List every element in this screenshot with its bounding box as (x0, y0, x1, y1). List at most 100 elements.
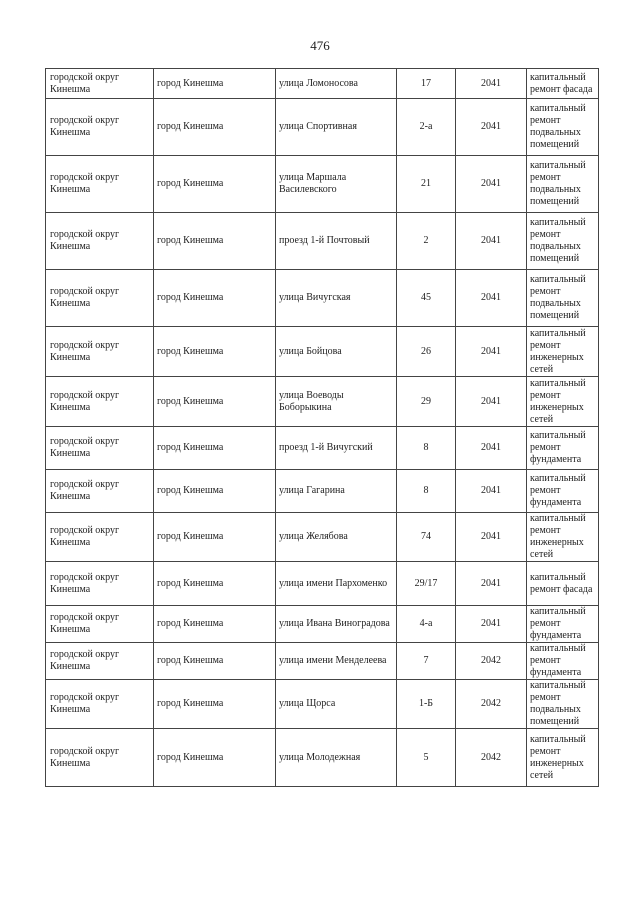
cell-year: 2041 (455, 326, 527, 377)
cell-district: городской округ Кинешма (45, 728, 154, 787)
cell-street: улица Молодежная (275, 728, 397, 787)
table-row: городской округ Кинешма город Кинешма улиц… (45, 269, 599, 327)
cell-work: капитальный ремонт подвальных помещений (526, 155, 599, 213)
cell-city: город Кинешма (153, 98, 276, 156)
cell-work: капитальный ремонт фасада (526, 561, 599, 606)
cell-city: город Кинешма (153, 376, 276, 427)
cell-city: город Кинешма (153, 155, 276, 213)
cell-work: капитальный ремонт подвальных помещений (526, 98, 599, 156)
table-row: городской округ Кинешма город Кинешма улиц… (45, 512, 599, 562)
cell-street: улица Спортивная (275, 98, 397, 156)
cell-district: городской округ Кинешма (45, 512, 154, 562)
cell-work: капитальный ремонт инженерных сетей (526, 376, 599, 427)
cell-street: улица Щорса (275, 679, 397, 729)
cell-city: город Кинешма (153, 561, 276, 606)
cell-house: 4-а (396, 605, 456, 643)
table-row: городской округ Кинешма город Кинешма улиц… (45, 68, 599, 99)
cell-district: городской округ Кинешма (45, 642, 154, 680)
cell-city: город Кинешма (153, 679, 276, 729)
cell-house: 29/17 (396, 561, 456, 606)
table-row: городской округ Кинешма город Кинешма улиц… (45, 376, 599, 427)
cell-city: город Кинешма (153, 642, 276, 680)
cell-year: 2041 (455, 269, 527, 327)
cell-house: 8 (396, 469, 456, 513)
cell-city: город Кинешма (153, 269, 276, 327)
cell-district: городской округ Кинешма (45, 155, 154, 213)
cell-year: 2041 (455, 68, 527, 99)
cell-year: 2041 (455, 212, 527, 270)
cell-street: улица Ломоносова (275, 68, 397, 99)
cell-house: 74 (396, 512, 456, 562)
cell-house: 2-а (396, 98, 456, 156)
cell-street: улица Гагарина (275, 469, 397, 513)
cell-street: улица Ивана Виноградова (275, 605, 397, 643)
table-body: городской округ Кинешма город Кинешма улиц… (45, 68, 599, 787)
cell-city: город Кинешма (153, 469, 276, 513)
table-row: городской округ Кинешма город Кинешма улиц… (45, 642, 599, 680)
cell-district: городской округ Кинешма (45, 68, 154, 99)
cell-work: капитальный ремонт фундамента (526, 426, 599, 470)
cell-city: город Кинешма (153, 728, 276, 787)
cell-street: улица Вичугская (275, 269, 397, 327)
cell-year: 2041 (455, 561, 527, 606)
cell-year: 2042 (455, 728, 527, 787)
table-row: городской округ Кинешма город Кинешма улиц… (45, 561, 599, 606)
cell-work: капитальный ремонт фасада (526, 68, 599, 99)
cell-house: 45 (396, 269, 456, 327)
cell-house: 21 (396, 155, 456, 213)
table-row: городской округ Кинешма город Кинешма прое… (45, 212, 599, 270)
cell-district: городской округ Кинешма (45, 426, 154, 470)
cell-house: 29 (396, 376, 456, 427)
cell-street: улица Бойцова (275, 326, 397, 377)
cell-district: городской округ Кинешма (45, 269, 154, 327)
cell-house: 5 (396, 728, 456, 787)
cell-year: 2042 (455, 679, 527, 729)
table-row: городской округ Кинешма город Кинешма улиц… (45, 605, 599, 643)
cell-work: капитальный ремонт инженерных сетей (526, 326, 599, 377)
cell-district: городской округ Кинешма (45, 326, 154, 377)
table-row: городской округ Кинешма город Кинешма улиц… (45, 679, 599, 729)
cell-city: город Кинешма (153, 212, 276, 270)
cell-year: 2041 (455, 155, 527, 213)
cell-district: городской округ Кинешма (45, 376, 154, 427)
cell-street: улица имени Менделеева (275, 642, 397, 680)
cell-street: проезд 1-й Вичугский (275, 426, 397, 470)
cell-street: улица Воеводы Боборыкина (275, 376, 397, 427)
cell-work: капитальный ремонт подвальных помещений (526, 269, 599, 327)
cell-district: городской округ Кинешма (45, 605, 154, 643)
page-number: 476 (310, 38, 330, 53)
cell-work: капитальный ремонт подвальных помещений (526, 212, 599, 270)
cell-year: 2041 (455, 605, 527, 643)
cell-street: проезд 1-й Почтовый (275, 212, 397, 270)
cell-district: городской округ Кинешма (45, 469, 154, 513)
cell-city: город Кинешма (153, 68, 276, 99)
cell-district: городской округ Кинешма (45, 679, 154, 729)
cell-house: 17 (396, 68, 456, 99)
cell-work: капитальный ремонт фундамента (526, 469, 599, 513)
cell-year: 2041 (455, 469, 527, 513)
table-row: городской округ Кинешма город Кинешма улиц… (45, 469, 599, 513)
cell-city: город Кинешма (153, 512, 276, 562)
cell-city: город Кинешма (153, 605, 276, 643)
table-row: городской округ Кинешма город Кинешма улиц… (45, 326, 599, 377)
table-row: городской округ Кинешма город Кинешма улиц… (45, 98, 599, 156)
cell-house: 8 (396, 426, 456, 470)
cell-district: городской округ Кинешма (45, 98, 154, 156)
cell-house: 7 (396, 642, 456, 680)
cell-street: улица имени Пархоменко (275, 561, 397, 606)
cell-year: 2041 (455, 376, 527, 427)
table-row: городской округ Кинешма город Кинешма прое… (45, 426, 599, 470)
table-row: городской округ Кинешма город Кинешма улиц… (45, 155, 599, 213)
cell-city: город Кинешма (153, 326, 276, 377)
cell-year: 2041 (455, 512, 527, 562)
cell-year: 2042 (455, 642, 527, 680)
cell-street: улица Маршала Василевского (275, 155, 397, 213)
cell-year: 2041 (455, 98, 527, 156)
cell-district: городской округ Кинешма (45, 212, 154, 270)
cell-house: 26 (396, 326, 456, 377)
cell-street: улица Желябова (275, 512, 397, 562)
cell-city: город Кинешма (153, 426, 276, 470)
cell-work: капитальный ремонт инженерных сетей (526, 512, 599, 562)
cell-work: капитальный ремонт фундамента (526, 605, 599, 643)
cell-house: 1-Б (396, 679, 456, 729)
